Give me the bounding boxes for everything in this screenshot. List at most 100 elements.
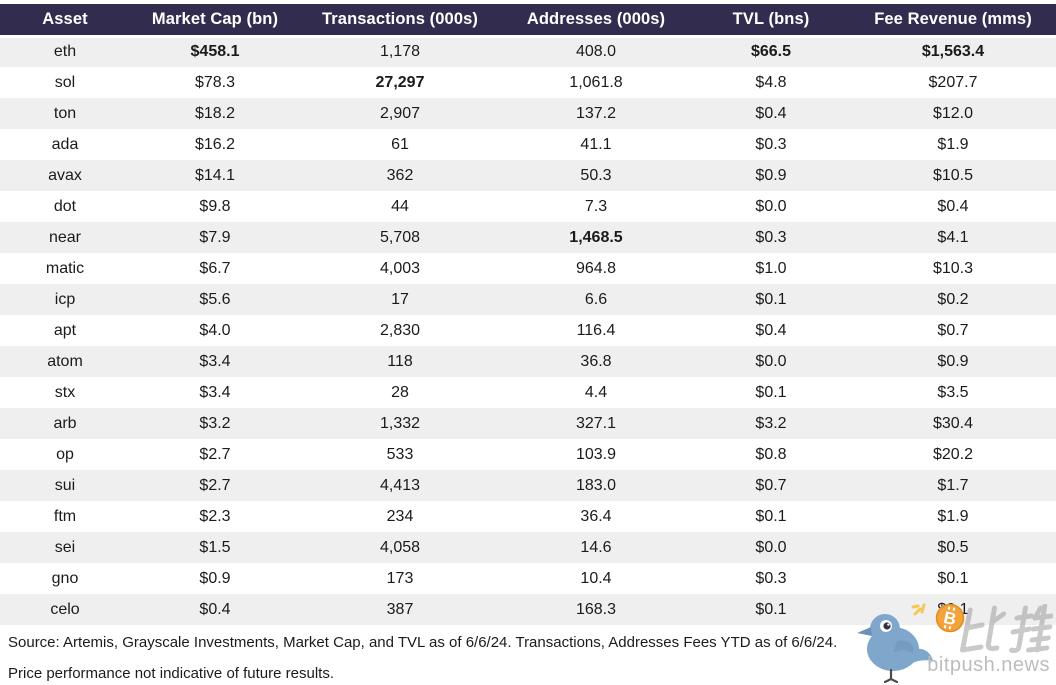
table-row: icp $5.6 17 6.6 $0.1 $0.2 [0, 284, 1056, 315]
cell-transactions: 4,058 [379, 538, 421, 556]
cell-asset: icp [54, 290, 76, 308]
cell-transactions: 4,413 [379, 476, 421, 494]
cell-fee-revenue: $0.4 [937, 197, 969, 215]
cell-addresses: 168.3 [575, 600, 617, 618]
cell-tvl: $0.0 [755, 538, 787, 556]
cell-fee-revenue: $0.7 [937, 321, 969, 339]
cell-market-cap: $78.3 [194, 73, 236, 91]
cell-tvl: $4.8 [755, 73, 787, 91]
cell-fee-revenue: $0.5 [937, 538, 969, 556]
asset-comparison-table: Asset Market Cap (bn) Transactions (000s… [0, 4, 1056, 625]
cell-market-cap: $7.9 [199, 228, 231, 246]
cell-fee-revenue: $30.4 [932, 414, 974, 432]
cell-asset: sei [54, 538, 76, 556]
column-header-transactions: Transactions (000s) [300, 4, 500, 38]
cell-asset: dot [53, 197, 77, 215]
table-row: sol $78.3 27,297 1,061.8 $4.8 $207.7 [0, 67, 1056, 98]
table-row: sui $2.7 4,413 183.0 $0.7 $1.7 [0, 470, 1056, 501]
cell-fee-revenue: $3.5 [937, 383, 969, 401]
cell-market-cap: $5.6 [199, 290, 231, 308]
cell-addresses: 103.9 [575, 445, 617, 463]
cell-tvl: $0.1 [755, 290, 787, 308]
cell-tvl: $0.0 [755, 352, 787, 370]
cell-tvl: $0.1 [755, 600, 787, 618]
cell-asset: matic [45, 259, 85, 277]
table-row: gno $0.9 173 10.4 $0.3 $0.1 [0, 563, 1056, 594]
cell-asset: celo [50, 600, 80, 618]
cell-tvl: $0.7 [755, 476, 787, 494]
cell-fee-revenue: $1.9 [937, 507, 969, 525]
cell-asset: eth [53, 43, 77, 61]
table-row: arb $3.2 1,332 327.1 $3.2 $30.4 [0, 408, 1056, 439]
table-row: matic $6.7 4,003 964.8 $1.0 $10.3 [0, 253, 1056, 284]
source-line: Source: Artemis, Grayscale Investments, … [8, 634, 838, 651]
cell-fee-revenue: $0.1 [937, 569, 969, 587]
table-row: apt $4.0 2,830 116.4 $0.4 $0.7 [0, 315, 1056, 346]
table-body: eth $458.1 1,178 408.0 $66.5 $1,563.4 sol $78.3… [0, 36, 1056, 625]
cell-fee-revenue: $207.7 [928, 73, 978, 91]
cell-transactions: 2,907 [379, 104, 421, 122]
column-header-fee-revenue: Fee Revenue (mms) [850, 4, 1056, 38]
cell-asset: avax [48, 166, 82, 184]
cell-transactions: 1,178 [379, 43, 421, 61]
cell-market-cap: $458.1 [190, 43, 240, 61]
table-row: avax $14.1 362 50.3 $0.9 $10.5 [0, 160, 1056, 191]
cell-asset: sui [54, 476, 76, 494]
cell-addresses: 4.4 [584, 383, 608, 401]
cell-transactions: 27,297 [375, 73, 425, 91]
cell-fee-revenue: $0.1 [937, 600, 969, 618]
cell-market-cap: $0.9 [199, 569, 231, 587]
cell-tvl: $0.3 [755, 135, 787, 153]
table-row: stx $3.4 28 4.4 $0.1 $3.5 [0, 377, 1056, 408]
cell-addresses: 116.4 [576, 321, 616, 339]
cell-transactions: 5,708 [379, 228, 421, 246]
column-header-addresses: Addresses (000s) [500, 4, 692, 38]
cell-market-cap: $3.2 [199, 414, 231, 432]
cell-market-cap: $2.7 [199, 476, 231, 494]
table-row: celo $0.4 387 168.3 $0.1 $0.1 [0, 594, 1056, 625]
cell-asset: near [48, 228, 82, 246]
cell-tvl: $0.4 [755, 104, 787, 122]
source-footnote: Source: Artemis, Grayscale Investments, … [0, 625, 1056, 684]
cell-addresses: 50.3 [580, 166, 612, 184]
cell-fee-revenue: $10.5 [932, 166, 974, 184]
cell-tvl: $66.5 [750, 43, 792, 61]
cell-tvl: $0.3 [755, 569, 787, 587]
cell-fee-revenue: $20.2 [932, 445, 974, 463]
cell-market-cap: $3.4 [199, 352, 231, 370]
table-row: atom $3.4 118 36.8 $0.0 $0.9 [0, 346, 1056, 377]
cell-asset: arb [53, 414, 77, 432]
cell-transactions: 17 [391, 290, 409, 308]
cell-tvl: $0.9 [755, 166, 787, 184]
cell-addresses: 6.6 [584, 290, 608, 308]
cell-tvl: $3.2 [755, 414, 787, 432]
cell-market-cap: $2.7 [199, 445, 231, 463]
cell-market-cap: $6.7 [199, 259, 231, 277]
cell-transactions: 173 [386, 569, 414, 587]
cell-asset: atom [47, 352, 83, 370]
cell-fee-revenue: $0.2 [937, 290, 969, 308]
cell-market-cap: $16.2 [194, 135, 236, 153]
cell-addresses: 408.0 [575, 43, 617, 61]
table-header-row: Asset Market Cap (bn) Transactions (000s… [0, 4, 1056, 38]
cell-asset: apt [53, 321, 77, 339]
cell-fee-revenue: $1.7 [937, 476, 969, 494]
cell-tvl: $0.1 [755, 507, 787, 525]
cell-transactions: 1,332 [379, 414, 421, 432]
cell-addresses: 183.0 [575, 476, 617, 494]
cell-asset: ton [53, 104, 77, 122]
cell-market-cap: $18.2 [194, 104, 236, 122]
cell-market-cap: $4.0 [199, 321, 231, 339]
cell-fee-revenue: $12.0 [932, 104, 974, 122]
cell-transactions: 118 [387, 352, 413, 370]
column-header-market-cap: Market Cap (bn) [130, 4, 300, 38]
table-row: dot $9.8 44 7.3 $0.0 $0.4 [0, 191, 1056, 222]
cell-transactions: 61 [391, 135, 409, 153]
cell-market-cap: $1.5 [199, 538, 231, 556]
cell-tvl: $0.8 [755, 445, 787, 463]
cell-asset: ftm [53, 507, 77, 525]
cell-addresses: 41.1 [580, 135, 612, 153]
cell-transactions: 362 [386, 166, 414, 184]
cell-addresses: 1,468.5 [569, 228, 623, 246]
cell-addresses: 14.6 [580, 538, 612, 556]
